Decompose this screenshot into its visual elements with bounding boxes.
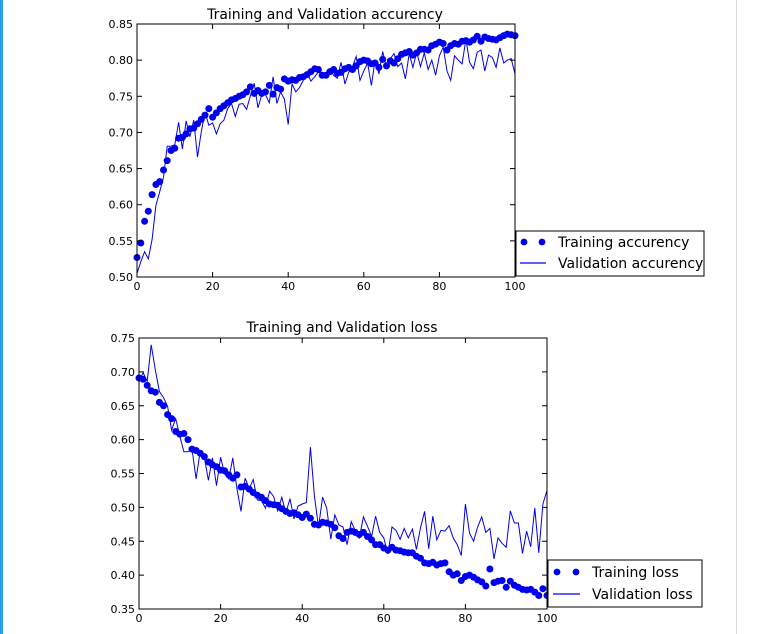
accuracy-x-tick-label: 80 [432, 280, 446, 293]
accuracy-training-point [379, 55, 387, 63]
accuracy-legend: Training accurency Validation accurency [515, 230, 705, 277]
accuracy-training-point [205, 105, 213, 113]
loss-y-tick-label: 0.55 [111, 468, 136, 481]
accuracy-x-tick-label: 60 [357, 280, 371, 293]
loss-plot-frame [138, 337, 548, 610]
loss-chart-title: Training and Validation loss [245, 320, 437, 336]
accuracy-training-point [269, 90, 277, 98]
loss-y-tick-label: 0.65 [111, 400, 136, 413]
loss-x-tick-label: 80 [458, 612, 472, 625]
loss-training-point [486, 565, 494, 573]
loss-y-tick-label: 0.35 [111, 603, 136, 616]
loss-training-point [143, 381, 151, 389]
accuracy-training-point [246, 83, 254, 91]
loss-y-tick-label: 0.60 [111, 434, 136, 447]
accuracy-plot-frame [136, 23, 516, 278]
loss-legend-label-training: Training loss [591, 565, 679, 581]
loss-chart-ticks: 0 20 40 60 80 100 0.35 0.40 0.45 0.50 0.55 0.60 0.65… [111, 332, 558, 625]
loss-y-tick-label: 0.70 [111, 366, 136, 379]
loss-training-point [139, 375, 147, 383]
accuracy-training-point [182, 130, 190, 138]
loss-legend-marker-training-1 [553, 568, 561, 576]
accuracy-x-tick-label: 20 [206, 280, 220, 293]
accuracy-training-point [144, 207, 152, 215]
accuracy-y-tick-label: 0.80 [109, 54, 134, 67]
loss-training-point [200, 453, 208, 461]
accuracy-chart-marks [133, 30, 519, 274]
loss-training-point [482, 582, 490, 590]
loss-training-point [160, 402, 167, 410]
accuracy-training-point [314, 66, 322, 73]
loss-training-point [331, 524, 339, 532]
loss-training-point [151, 388, 159, 396]
accuracy-chart-ticks: 0 20 40 60 80 100 0.50 0.55 0.60 0.65 0.70 0.75 0.80… [109, 18, 526, 293]
accuracy-legend-label-training: Training accurency [557, 235, 689, 251]
accuracy-y-tick-label: 0.50 [109, 271, 134, 284]
accuracy-x-tick-label: 100 [505, 280, 526, 293]
loss-legend: Training loss Validation loss [547, 559, 703, 608]
loss-training-point [453, 570, 461, 578]
left-accent-border [0, 0, 3, 634]
accuracy-x-tick-label: 40 [281, 280, 295, 293]
accuracy-y-tick-label: 0.70 [109, 126, 134, 139]
accuracy-x-tick-label: 0 [134, 280, 141, 293]
accuracy-training-point [163, 157, 171, 165]
accuracy-y-tick-label: 0.85 [109, 18, 134, 31]
accuracy-training-point [277, 85, 285, 93]
loss-x-tick-label: 60 [377, 612, 391, 625]
accuracy-training-point [265, 81, 273, 89]
loss-legend-marker-training-2 [572, 568, 580, 576]
accuracy-legend-marker-training-1 [520, 238, 528, 246]
accuracy-training-point [160, 166, 167, 174]
loss-training-point [502, 583, 510, 591]
accuracy-y-tick-label: 0.75 [109, 90, 134, 103]
accuracy-training-point [439, 40, 447, 47]
accuracy-chart-title: Training and Validation accurency [206, 7, 443, 23]
loss-training-point [306, 514, 314, 522]
loss-x-tick-label: 100 [537, 612, 558, 625]
accuracy-training-point [375, 63, 383, 71]
loss-training-point [233, 471, 241, 479]
accuracy-y-tick-label: 0.65 [109, 163, 134, 176]
accuracy-training-point [243, 88, 251, 96]
accuracy-training-point [141, 217, 149, 225]
loss-x-tick-label: 0 [136, 612, 143, 625]
loss-x-tick-label: 20 [214, 612, 228, 625]
loss-training-point [168, 415, 176, 423]
accuracy-legend-label-validation: Validation accurency [558, 256, 703, 272]
loss-training-point [180, 430, 188, 437]
loss-training-point [339, 535, 347, 542]
loss-y-tick-label: 0.45 [111, 535, 136, 548]
loss-training-point [441, 559, 449, 567]
accuracy-legend-marker-training-2 [538, 238, 546, 246]
loss-x-tick-label: 40 [295, 612, 309, 625]
accuracy-training-point [473, 32, 481, 40]
accuracy-training-point [262, 88, 269, 96]
accuracy-y-tick-label: 0.55 [109, 235, 134, 248]
loss-training-point [184, 436, 192, 444]
loss-validation-line [138, 344, 548, 559]
loss-y-tick-label: 0.75 [111, 332, 136, 345]
accuracy-legend-box [515, 230, 705, 277]
loss-training-point [539, 585, 547, 593]
loss-legend-box [547, 559, 703, 608]
loss-y-tick-label: 0.40 [111, 569, 136, 582]
accuracy-chart: Training and Validation accurency 0 20 40 6… [109, 7, 705, 293]
loss-training-point [535, 592, 543, 599]
loss-training-point [368, 536, 376, 544]
accuracy-training-point [201, 111, 209, 119]
loss-legend-label-validation: Validation loss [592, 587, 693, 603]
loss-training-point [417, 554, 424, 562]
loss-chart-marks [135, 344, 551, 599]
accuracy-y-tick-label: 0.60 [109, 199, 134, 212]
accuracy-training-point [383, 62, 390, 70]
accuracy-training-point [148, 191, 156, 199]
accuracy-training-point [171, 144, 179, 152]
loss-chart: Training and Validation loss 0 20 40 60 80 10… [111, 320, 703, 625]
accuracy-training-point [156, 178, 164, 186]
loss-y-tick-label: 0.50 [111, 501, 136, 514]
right-divider-line [736, 0, 737, 634]
loss-training-point [498, 577, 506, 584]
